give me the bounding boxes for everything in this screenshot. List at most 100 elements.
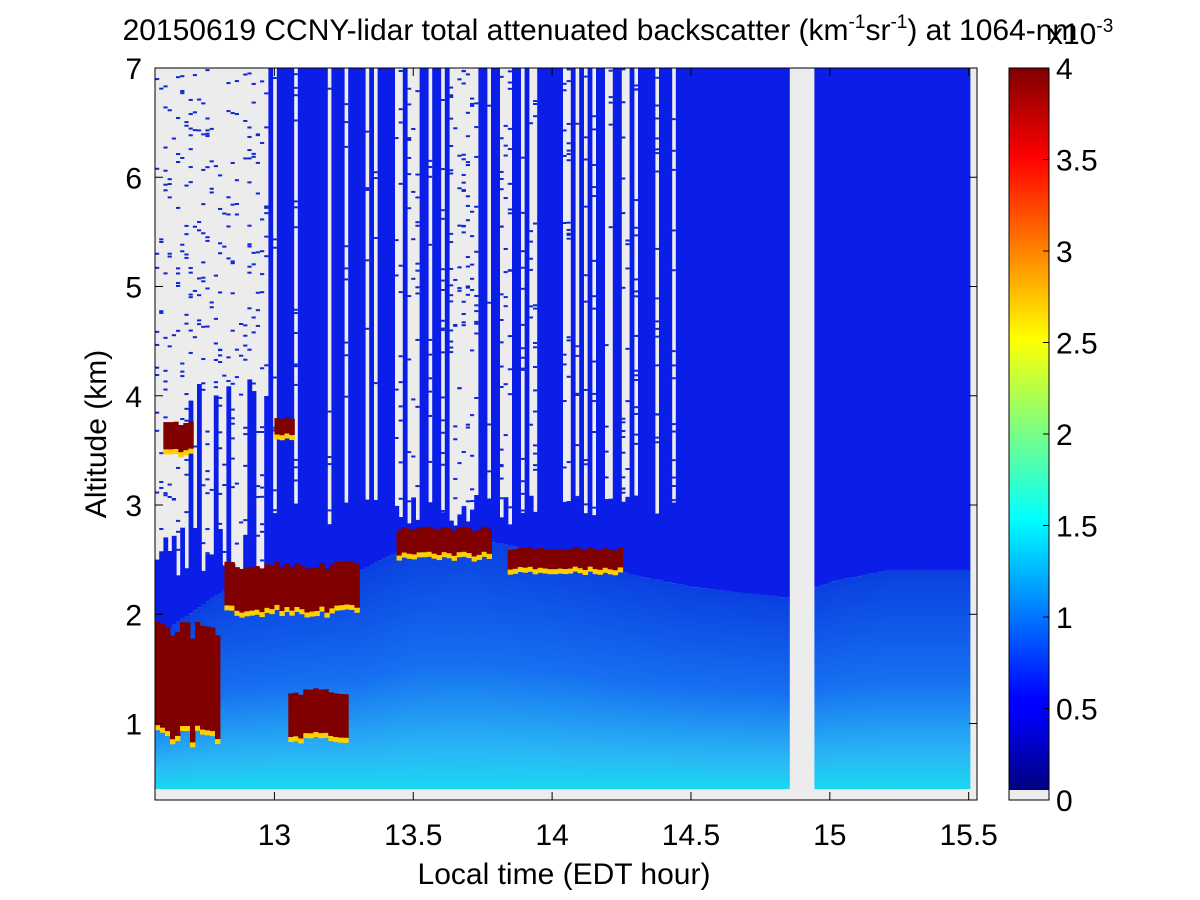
heat-column-boundary-layer (877, 572, 883, 790)
heat-noise (520, 211, 525, 214)
heat-noise (633, 234, 638, 237)
heat-noise (260, 367, 265, 370)
heat-noise (453, 323, 458, 326)
heat-column-upper (961, 68, 967, 571)
heat-column-boundary-layer (415, 543, 421, 790)
heat-noise (218, 404, 223, 407)
heat-noise (499, 318, 504, 321)
heat-noise (440, 396, 445, 399)
heat-column-upper (289, 68, 295, 580)
heat-noise (171, 137, 176, 140)
heat-cloud-edge (155, 725, 161, 731)
heat-column-boundary-layer (785, 597, 790, 790)
heat-noise (155, 491, 160, 494)
heat-noise (251, 155, 256, 158)
heat-noise (474, 320, 479, 323)
heat-noise (566, 221, 571, 224)
heat-column-boundary-layer (919, 570, 925, 790)
heat-noise (520, 287, 525, 290)
heat-cloud-edge (294, 606, 300, 612)
heat-noise (205, 430, 210, 433)
heat-noise (184, 511, 189, 514)
heat-noise (213, 381, 218, 384)
heat-noise (192, 289, 197, 292)
heat-cloud-edge (343, 737, 349, 743)
heat-noise (155, 411, 160, 414)
heat-column-upper (780, 68, 786, 598)
heat-column-boundary-layer (579, 561, 584, 790)
heat-column-upper (373, 499, 379, 563)
heat-noise (633, 406, 638, 409)
heat-cloud-cell (165, 627, 171, 732)
heat-cloud-edge (318, 733, 324, 739)
heat-noise (201, 133, 206, 136)
heat-column-boundary-layer (953, 570, 958, 790)
heat-column-boundary-layer (881, 571, 887, 790)
heat-noise (205, 478, 210, 481)
heat-column-boundary-layer (621, 572, 626, 790)
heat-noise (499, 448, 504, 451)
heat-column-boundary-layer (852, 577, 857, 790)
heat-cloud-edge (426, 551, 433, 557)
heat-noise (205, 236, 210, 239)
heat-noise (575, 393, 580, 396)
heat-cloud-edge (304, 612, 310, 618)
heat-noise (415, 338, 420, 341)
heat-noise (470, 102, 475, 105)
heat-noise (247, 245, 252, 248)
heat-noise (499, 293, 504, 296)
heat-column-boundary-layer (848, 577, 853, 790)
heat-noise (440, 327, 445, 330)
heat-noise (428, 414, 433, 417)
heat-column-boundary-layer (713, 589, 719, 790)
heat-noise (654, 441, 659, 444)
heat-column-upper (159, 551, 164, 634)
heat-noise (461, 451, 466, 454)
heat-noise (230, 112, 235, 115)
heat-column-boundary-layer (516, 547, 521, 790)
heat-noise (373, 236, 378, 239)
heat-noise (218, 431, 223, 434)
heat-column-boundary-layer (827, 582, 832, 790)
heat-column-boundary-layer (894, 570, 899, 790)
heat-noise (344, 354, 349, 357)
heat-noise (365, 130, 370, 133)
heat-noise (407, 173, 412, 176)
heat-noise (209, 127, 214, 130)
heat-noise (533, 464, 538, 467)
x-axis-label: Local time (EDT hour) (418, 858, 711, 891)
heat-noise (230, 292, 235, 295)
heat-cloud-edge (354, 607, 360, 613)
heat-column-boundary-layer (604, 567, 610, 790)
heat-noise (159, 480, 164, 483)
heat-noise (176, 284, 181, 287)
heat-column-boundary-layer (285, 580, 290, 790)
heat-noise (293, 73, 298, 76)
heat-noise (159, 452, 164, 455)
heat-noise (591, 128, 596, 131)
heat-column-upper (717, 68, 723, 591)
heat-noise (293, 363, 298, 366)
heat-noise (499, 75, 504, 78)
heat-noise (167, 255, 172, 258)
heat-noise (209, 488, 214, 491)
y-tick-label: 6 (125, 162, 142, 195)
heat-column-upper (386, 68, 391, 557)
heat-noise (654, 364, 659, 367)
heat-noise (255, 133, 260, 136)
heat-noise (583, 136, 588, 139)
heat-noise (255, 495, 260, 498)
heat-column-upper (680, 68, 685, 585)
heat-noise (407, 295, 412, 298)
heat-column-upper (213, 395, 219, 596)
heat-column-upper (575, 497, 580, 561)
heat-cloud-cell (476, 529, 483, 555)
heat-column-boundary-layer (407, 546, 412, 790)
heat-noise (243, 519, 248, 522)
heat-column-upper (864, 68, 870, 575)
heat-noise (474, 294, 479, 297)
heat-noise (188, 266, 193, 269)
heat-cloud-edge (269, 609, 275, 615)
heat-noise (234, 213, 239, 216)
heat-cloud-cell (188, 421, 194, 449)
